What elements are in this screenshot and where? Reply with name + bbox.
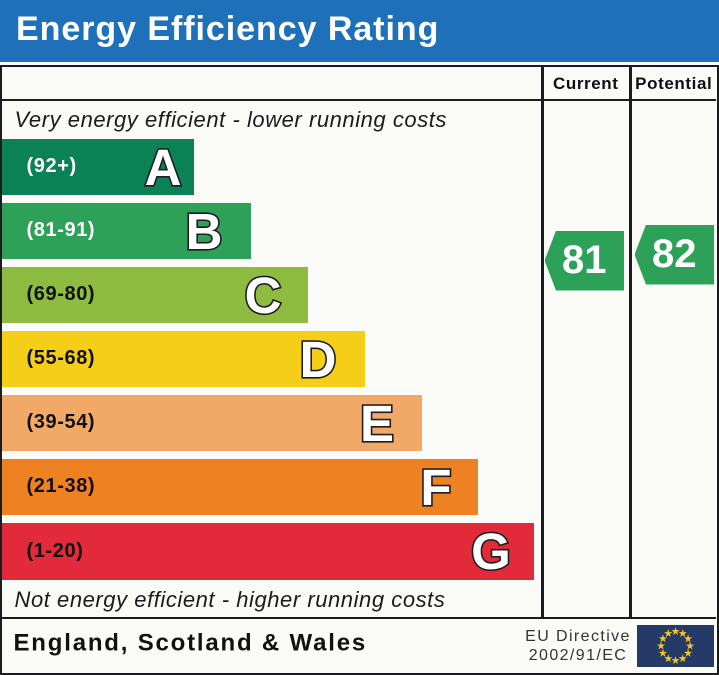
- svg-text:G: G: [471, 523, 511, 580]
- chart-bottom-line: [2, 616, 716, 619]
- region-label: England, Scotland & Wales: [13, 629, 367, 657]
- band-b-letter: B: [184, 201, 224, 261]
- band-a-letter: A: [142, 137, 182, 197]
- current-column-header: Current: [552, 73, 619, 93]
- band-a-range: (92+): [26, 155, 77, 178]
- band-f: (21-38) F: [2, 457, 478, 517]
- potential-column-header: Potential: [635, 73, 713, 93]
- band-b: (81-91) B: [2, 201, 251, 261]
- band-g-range: (1-20): [26, 539, 84, 562]
- band-c: (69-80) C: [2, 265, 308, 325]
- current-rating-value: 81: [562, 238, 607, 282]
- rating-table: Current Potential Very energy efficient …: [0, 65, 719, 675]
- header-separator-line: [2, 98, 716, 101]
- band-f-letter: F: [419, 457, 453, 517]
- very-efficient-caption: Very energy efficient - lower running co…: [14, 106, 447, 132]
- band-c-letter: C: [243, 265, 283, 325]
- eu-directive-label: EU Directive 2002/91/EC: [523, 627, 633, 665]
- band-b-range: (81-91): [26, 219, 96, 241]
- footer: England, Scotland & Wales EU Directive 2…: [2, 619, 716, 673]
- band-e-letter: E: [358, 393, 395, 453]
- band-g-letter: G: [469, 521, 512, 581]
- eu-directive-line1: EU Directive: [525, 627, 631, 645]
- svg-text:B: B: [186, 203, 223, 260]
- band-d-range: (55-68): [26, 347, 96, 369]
- potential-column-line: [629, 67, 632, 619]
- potential-rating-value: 82: [652, 232, 697, 276]
- svg-text:A: A: [144, 139, 181, 196]
- band-a: (92+) A: [2, 137, 194, 197]
- svg-text:F: F: [420, 459, 451, 516]
- band-d: (55-68) D: [2, 329, 365, 389]
- page-title: Energy Efficiency Rating: [16, 9, 440, 48]
- current-rating-arrow: 81: [544, 230, 624, 291]
- svg-text:D: D: [300, 331, 337, 388]
- band-f-range: (21-38): [26, 475, 96, 497]
- band-e: (39-54) E: [2, 393, 422, 453]
- potential-rating-arrow: 82: [634, 224, 714, 285]
- eu-directive-line2: 2002/91/EC: [528, 646, 628, 664]
- eu-flag: [636, 624, 714, 667]
- not-efficient-caption: Not energy efficient - higher running co…: [14, 586, 446, 612]
- band-c-range: (69-80): [26, 283, 96, 305]
- band-g: (1-20) G: [2, 521, 534, 581]
- band-d-letter: D: [298, 329, 338, 389]
- band-e-range: (39-54): [26, 411, 96, 433]
- svg-text:E: E: [360, 395, 394, 452]
- current-column-line: [540, 67, 544, 619]
- svg-text:C: C: [245, 267, 282, 324]
- title-bar: Energy Efficiency Rating: [0, 0, 719, 62]
